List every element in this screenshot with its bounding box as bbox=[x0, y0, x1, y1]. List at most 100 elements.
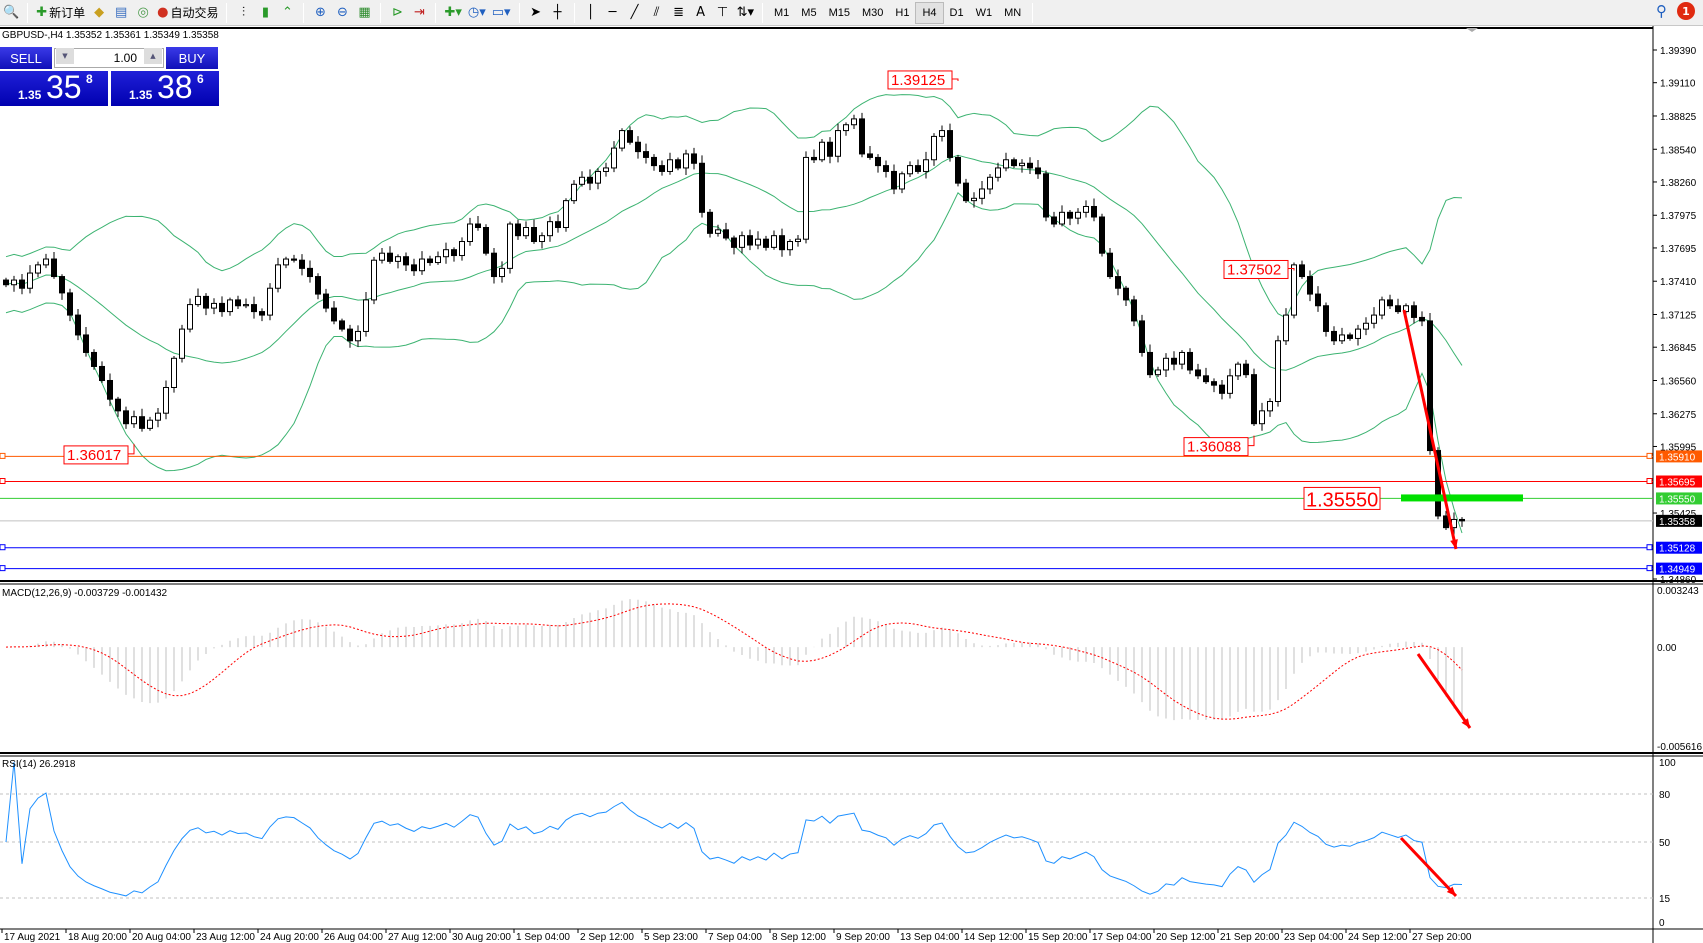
price-line-label-bg bbox=[1656, 492, 1702, 505]
candle bbox=[211, 298, 217, 315]
search-icon[interactable]: ⚲ bbox=[1656, 2, 1667, 20]
candle bbox=[507, 221, 513, 274]
candle-body bbox=[947, 130, 953, 158]
candle-body bbox=[291, 258, 297, 261]
toolbar: 🔍 ✚ 新订单 ◆ ▤ ◎ ● 自动交易 ⫶ ▮ ⌃ ⊕ ⊖ ▦ ⊳ ⇥ ✚▾ ◷▾… bbox=[0, 0, 1703, 26]
candlestick-icon[interactable]: ▮ bbox=[261, 5, 270, 20]
timeframe-d1[interactable]: D1 bbox=[949, 6, 964, 19]
candle-body bbox=[627, 130, 633, 143]
candle-body bbox=[1043, 173, 1049, 218]
candle-body bbox=[1187, 351, 1193, 371]
signal-icon[interactable]: ◎ bbox=[137, 5, 149, 20]
sell-price[interactable]: 1.35 35 8 bbox=[0, 69, 108, 106]
zoom-icon[interactable]: 🔍 bbox=[3, 5, 20, 20]
candle-body bbox=[355, 330, 361, 342]
tile-windows-icon[interactable]: ▦ bbox=[358, 5, 371, 20]
channel-icon[interactable]: ⫽ bbox=[653, 5, 660, 20]
market-watch-icon[interactable]: ◆ bbox=[94, 5, 105, 20]
auto-trading-button[interactable]: ● 自动交易 bbox=[154, 2, 221, 24]
price-line-label-bg bbox=[1656, 450, 1702, 463]
candle bbox=[363, 291, 369, 337]
candle bbox=[203, 293, 209, 316]
price-line-label-bg bbox=[1656, 562, 1702, 575]
candle-body bbox=[435, 256, 441, 264]
buy-button[interactable]: BUY bbox=[166, 47, 218, 69]
candle-body bbox=[603, 167, 609, 172]
timeframe-w1[interactable]: W1 bbox=[975, 6, 993, 19]
candle-body bbox=[1387, 299, 1393, 307]
candle-body bbox=[1323, 305, 1329, 332]
arrows-icon[interactable]: ⇅▾ bbox=[736, 5, 754, 20]
price-line-label: 1.35695 bbox=[1659, 478, 1696, 489]
candle-body bbox=[1259, 410, 1265, 425]
candle-body bbox=[1275, 340, 1281, 403]
candle-body bbox=[979, 188, 985, 199]
chart-area[interactable]: 1.39390 1.39110 1.38825 1.38540 1.38260 1.379… bbox=[0, 26, 1703, 943]
templates-icon[interactable]: ▭▾ bbox=[491, 5, 511, 20]
auto-trading-label: 自动交易 bbox=[170, 6, 219, 20]
candle-body bbox=[275, 264, 281, 289]
timeframe-h1[interactable]: H1 bbox=[895, 6, 910, 19]
candle bbox=[227, 297, 233, 316]
text-icon[interactable]: A bbox=[696, 5, 706, 20]
candle-body bbox=[75, 314, 81, 336]
candle bbox=[1419, 311, 1425, 327]
bar-chart-icon[interactable]: ⫶ bbox=[241, 5, 246, 20]
candle bbox=[1139, 314, 1145, 357]
trendline-icon[interactable]: ╱ bbox=[630, 5, 639, 20]
navigator-icon[interactable]: ▤ bbox=[114, 5, 128, 20]
cursor-icon[interactable]: ➤ bbox=[530, 5, 542, 20]
candle-body bbox=[819, 141, 825, 161]
candle bbox=[1355, 324, 1361, 346]
periods-icon[interactable]: ◷▾ bbox=[467, 5, 486, 20]
timeframe-m5[interactable]: M5 bbox=[801, 6, 817, 19]
candle bbox=[467, 217, 473, 246]
candle bbox=[923, 151, 929, 179]
candle-body bbox=[795, 238, 801, 243]
crosshair-icon[interactable]: ┼ bbox=[553, 5, 562, 20]
candle-body bbox=[1179, 351, 1185, 365]
candle bbox=[1331, 326, 1337, 345]
chart-shift-icon[interactable]: ⇥ bbox=[414, 5, 425, 20]
lot-size-input[interactable]: 1.00 bbox=[54, 48, 164, 68]
new-order-button[interactable]: ✚ 新订单 bbox=[33, 2, 88, 24]
zoom-in-icon[interactable]: ⊕ bbox=[315, 5, 326, 20]
notification-badge[interactable]: 1 bbox=[1677, 2, 1695, 20]
candle-body bbox=[1363, 322, 1369, 330]
timeframe-m1[interactable]: M1 bbox=[774, 6, 790, 19]
lot-increase-icon[interactable]: ▲ bbox=[144, 48, 162, 64]
candle bbox=[371, 256, 377, 305]
buy-price[interactable]: 1.35 38 6 bbox=[111, 69, 219, 106]
line-handle bbox=[1646, 478, 1653, 485]
text-label-icon[interactable]: ⊤ bbox=[716, 5, 729, 20]
indicators-icon[interactable]: ✚▾ bbox=[444, 5, 462, 20]
timeframe-h4[interactable]: H4 bbox=[915, 1, 944, 24]
candle bbox=[19, 273, 25, 295]
timeframe-m15[interactable]: M15 bbox=[828, 6, 850, 19]
timeframe-m30[interactable]: M30 bbox=[861, 6, 884, 19]
sell-button[interactable]: SELL bbox=[0, 47, 52, 69]
candle-body bbox=[995, 167, 1001, 178]
candle-body bbox=[1203, 375, 1209, 383]
lot-decrease-icon[interactable]: ▼ bbox=[56, 48, 74, 64]
fibonacci-icon[interactable]: ≣ bbox=[673, 5, 685, 20]
candle-body bbox=[51, 258, 57, 278]
candle-body bbox=[187, 304, 193, 330]
candle bbox=[1131, 295, 1137, 327]
horizontal-line-icon[interactable]: ─ bbox=[608, 5, 617, 20]
macd-title: MACD(12,26,9) -0.003729 -0.001432 bbox=[2, 588, 168, 599]
line-chart-icon[interactable]: ⌃ bbox=[282, 5, 293, 20]
timeframe-mn[interactable]: MN bbox=[1004, 6, 1022, 19]
candle-body bbox=[1403, 305, 1409, 313]
candle bbox=[1379, 296, 1385, 320]
candle bbox=[1371, 307, 1377, 329]
candle-body bbox=[1235, 363, 1241, 377]
macd-tick-label: 0.00 bbox=[1657, 643, 1677, 654]
auto-scroll-icon[interactable]: ⊳ bbox=[392, 5, 403, 20]
price-tick-label: 1.39390 bbox=[1660, 46, 1697, 57]
time-label: 17 Sep 04:00 bbox=[1092, 932, 1152, 943]
candle bbox=[139, 408, 145, 432]
zoom-out-icon[interactable]: ⊖ bbox=[337, 5, 348, 20]
candle bbox=[1203, 367, 1209, 384]
vertical-line-icon[interactable]: │ bbox=[586, 5, 595, 20]
